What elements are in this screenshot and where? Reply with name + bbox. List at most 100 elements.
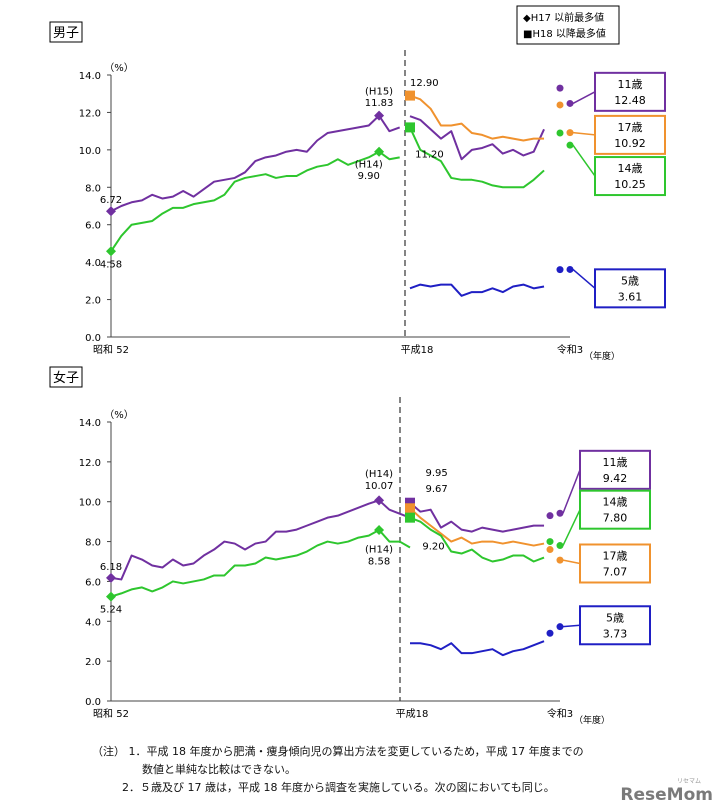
callout-leader-age5	[572, 268, 596, 289]
callout-leader-age11	[562, 469, 581, 514]
x-label-start: 昭和 52	[93, 344, 129, 356]
series-post-age17	[409, 94, 545, 142]
max-marker-post-age11	[405, 497, 415, 508]
panel-title-box	[49, 21, 83, 43]
obesity-trend-charts: 男子0.02.04.06.08.010.012.014.0（%）昭和 52 平成1…	[49, 5, 666, 726]
value-annotation: 5.24	[100, 605, 122, 616]
max-marker-pre-age14	[374, 525, 385, 536]
y-tick-label: 6.0	[85, 577, 101, 588]
callout-value: 3.61	[618, 290, 643, 303]
callout-box-age17	[594, 114, 666, 155]
max-marker-post-age17	[405, 90, 415, 101]
panel-title: 男子	[53, 26, 79, 41]
max-marker-pre-age11	[374, 495, 385, 506]
value-annotation: 4.58	[100, 259, 122, 270]
callout-box-age5	[579, 605, 651, 646]
max-marker-pre-age14	[374, 146, 385, 157]
callout-age-label: 5歳	[606, 611, 624, 624]
y-tick-label: 12.0	[79, 458, 101, 469]
y-tick-label: 8.0	[85, 183, 101, 194]
callout-leader-age11	[572, 91, 596, 105]
max-marker-pre-age11	[106, 206, 116, 217]
y-tick-label: 8.0	[85, 538, 101, 549]
note-2: 2．５歳及び 17 歳は，平成 18 年度から調査を実施している。次の図において…	[122, 781, 555, 794]
r3-value-dot-age5	[556, 623, 564, 631]
value-annotation: 9.20	[422, 542, 444, 553]
max-marker-pre-age14	[106, 591, 116, 602]
callout-age-label: 11歳	[603, 456, 628, 469]
callout-value: 12.48	[614, 94, 646, 107]
y-tick-label: 10.0	[79, 146, 101, 157]
series-pre-age14	[110, 529, 411, 598]
series-post-age5	[410, 640, 545, 657]
callout-age-label: 14歳	[603, 496, 628, 509]
y-axis-unit: （%）	[104, 62, 134, 74]
callout-box-age14	[594, 156, 666, 197]
callout-box-age17	[579, 543, 651, 584]
value-annotation: 10.07	[365, 481, 394, 492]
callout-value: 10.92	[614, 137, 646, 150]
note-1: （注） 1．平成 18 年度から肥満・痩身傾向児の算出方法を変更しているため，平…	[92, 745, 584, 758]
value-annotation: (H15)	[365, 87, 393, 98]
series-post-age14	[409, 126, 545, 189]
series-post-age11	[409, 115, 545, 161]
r3-value-dot-age11	[556, 509, 564, 517]
value-annotation: 9.90	[358, 171, 380, 182]
callout-age-label: 17歳	[603, 549, 628, 562]
y-tick-label: 14.0	[79, 418, 101, 429]
x-unit: （年度）	[584, 350, 620, 362]
value-annotation: 6.72	[100, 195, 122, 206]
r3-value-dot-age14	[566, 141, 574, 149]
y-tick-label: 10.0	[79, 498, 101, 509]
series-post-age17	[409, 507, 545, 547]
value-annotation: 11.83	[365, 98, 394, 109]
callout-age-label: 11歳	[618, 78, 643, 91]
y-tick-label: 4.0	[85, 258, 101, 269]
panel-title: 女子	[53, 370, 79, 386]
callout-leader-age14	[572, 144, 596, 177]
y-axis-unit: （%）	[104, 409, 134, 421]
max-marker-post-age17	[405, 503, 415, 514]
callout-leader-age5	[562, 624, 581, 628]
r3-dot-age11	[546, 512, 554, 520]
y-tick-label: 0.0	[85, 333, 101, 344]
x-unit: （年度）	[574, 714, 610, 726]
x-label-start: 昭和 52	[93, 708, 129, 720]
callout-leader-age17	[562, 559, 581, 565]
x-label-end: 令和3	[557, 343, 583, 356]
y-tick-label: 2.0	[85, 296, 101, 307]
max-marker-pre-age14	[106, 246, 116, 257]
callout-age-label: 17歳	[618, 121, 643, 134]
value-annotation: (H14)	[355, 160, 383, 171]
r3-dot-age17	[546, 546, 554, 554]
value-annotation: 9.67	[425, 484, 447, 495]
max-marker-pre-age11	[106, 572, 116, 583]
value-annotation: 8.58	[368, 556, 390, 567]
y-tick-label: 0.0	[85, 697, 101, 708]
callout-value: 7.80	[603, 512, 628, 525]
x-label-end: 令和3	[547, 707, 573, 720]
r3-dot-age17	[556, 101, 564, 109]
panel-title-box	[49, 366, 83, 388]
callout-age-label: 14歳	[618, 162, 643, 175]
note-1-cont: 数値と単純な比較はできない。	[142, 763, 296, 776]
callout-leader-age17	[572, 131, 596, 136]
series-post-age14	[409, 516, 545, 563]
legend-box	[516, 5, 620, 45]
r3-value-dot-age11	[566, 99, 574, 107]
y-tick-label: 2.0	[85, 657, 101, 668]
callout-age-label: 5歳	[621, 274, 639, 287]
callout-box-age11	[579, 449, 651, 490]
r3-value-dot-age5	[566, 265, 574, 273]
series-pre-age11	[110, 114, 401, 213]
callout-value: 10.25	[614, 178, 646, 191]
y-tick-label: 4.0	[85, 617, 101, 628]
r3-dot-age5	[556, 266, 564, 274]
callout-value: 9.42	[603, 472, 628, 485]
r3-value-dot-age14	[556, 542, 564, 550]
r3-dot-age5	[546, 629, 554, 637]
series-pre-age14	[110, 150, 400, 252]
r3-value-dot-age17	[556, 556, 564, 564]
legend-pre-entry: ◆H17 以前最多値	[523, 11, 604, 24]
r3-dot-age14	[556, 129, 564, 137]
